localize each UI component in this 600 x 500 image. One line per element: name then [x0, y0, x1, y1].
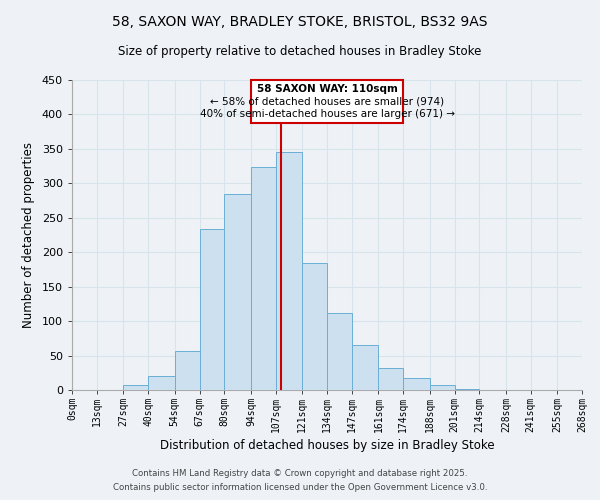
Bar — [124, 385, 148, 390]
X-axis label: Distribution of detached houses by size in Bradley Stoke: Distribution of detached houses by size … — [160, 439, 494, 452]
Text: Size of property relative to detached houses in Bradley Stoke: Size of property relative to detached ho… — [118, 45, 482, 58]
Text: 58, SAXON WAY, BRADLEY STOKE, BRISTOL, BS32 9AS: 58, SAXON WAY, BRADLEY STOKE, BRISTOL, B… — [112, 15, 488, 29]
Bar — [251, 168, 275, 390]
Text: 40% of semi-detached houses are larger (671) →: 40% of semi-detached houses are larger (… — [199, 108, 455, 118]
Bar — [224, 194, 251, 390]
Text: 58 SAXON WAY: 110sqm: 58 SAXON WAY: 110sqm — [257, 84, 397, 94]
Bar — [403, 378, 430, 390]
Bar — [199, 229, 224, 390]
Text: Contains public sector information licensed under the Open Government Licence v3: Contains public sector information licen… — [113, 484, 487, 492]
FancyBboxPatch shape — [251, 80, 403, 122]
Bar — [352, 345, 379, 390]
Y-axis label: Number of detached properties: Number of detached properties — [22, 142, 35, 328]
Bar — [379, 368, 403, 390]
Bar — [148, 376, 175, 390]
Bar — [175, 350, 199, 390]
Bar — [327, 313, 352, 390]
Text: ← 58% of detached houses are smaller (974): ← 58% of detached houses are smaller (97… — [210, 96, 444, 106]
Bar — [430, 385, 455, 390]
Bar — [302, 263, 327, 390]
Bar — [275, 152, 302, 390]
Text: Contains HM Land Registry data © Crown copyright and database right 2025.: Contains HM Land Registry data © Crown c… — [132, 468, 468, 477]
